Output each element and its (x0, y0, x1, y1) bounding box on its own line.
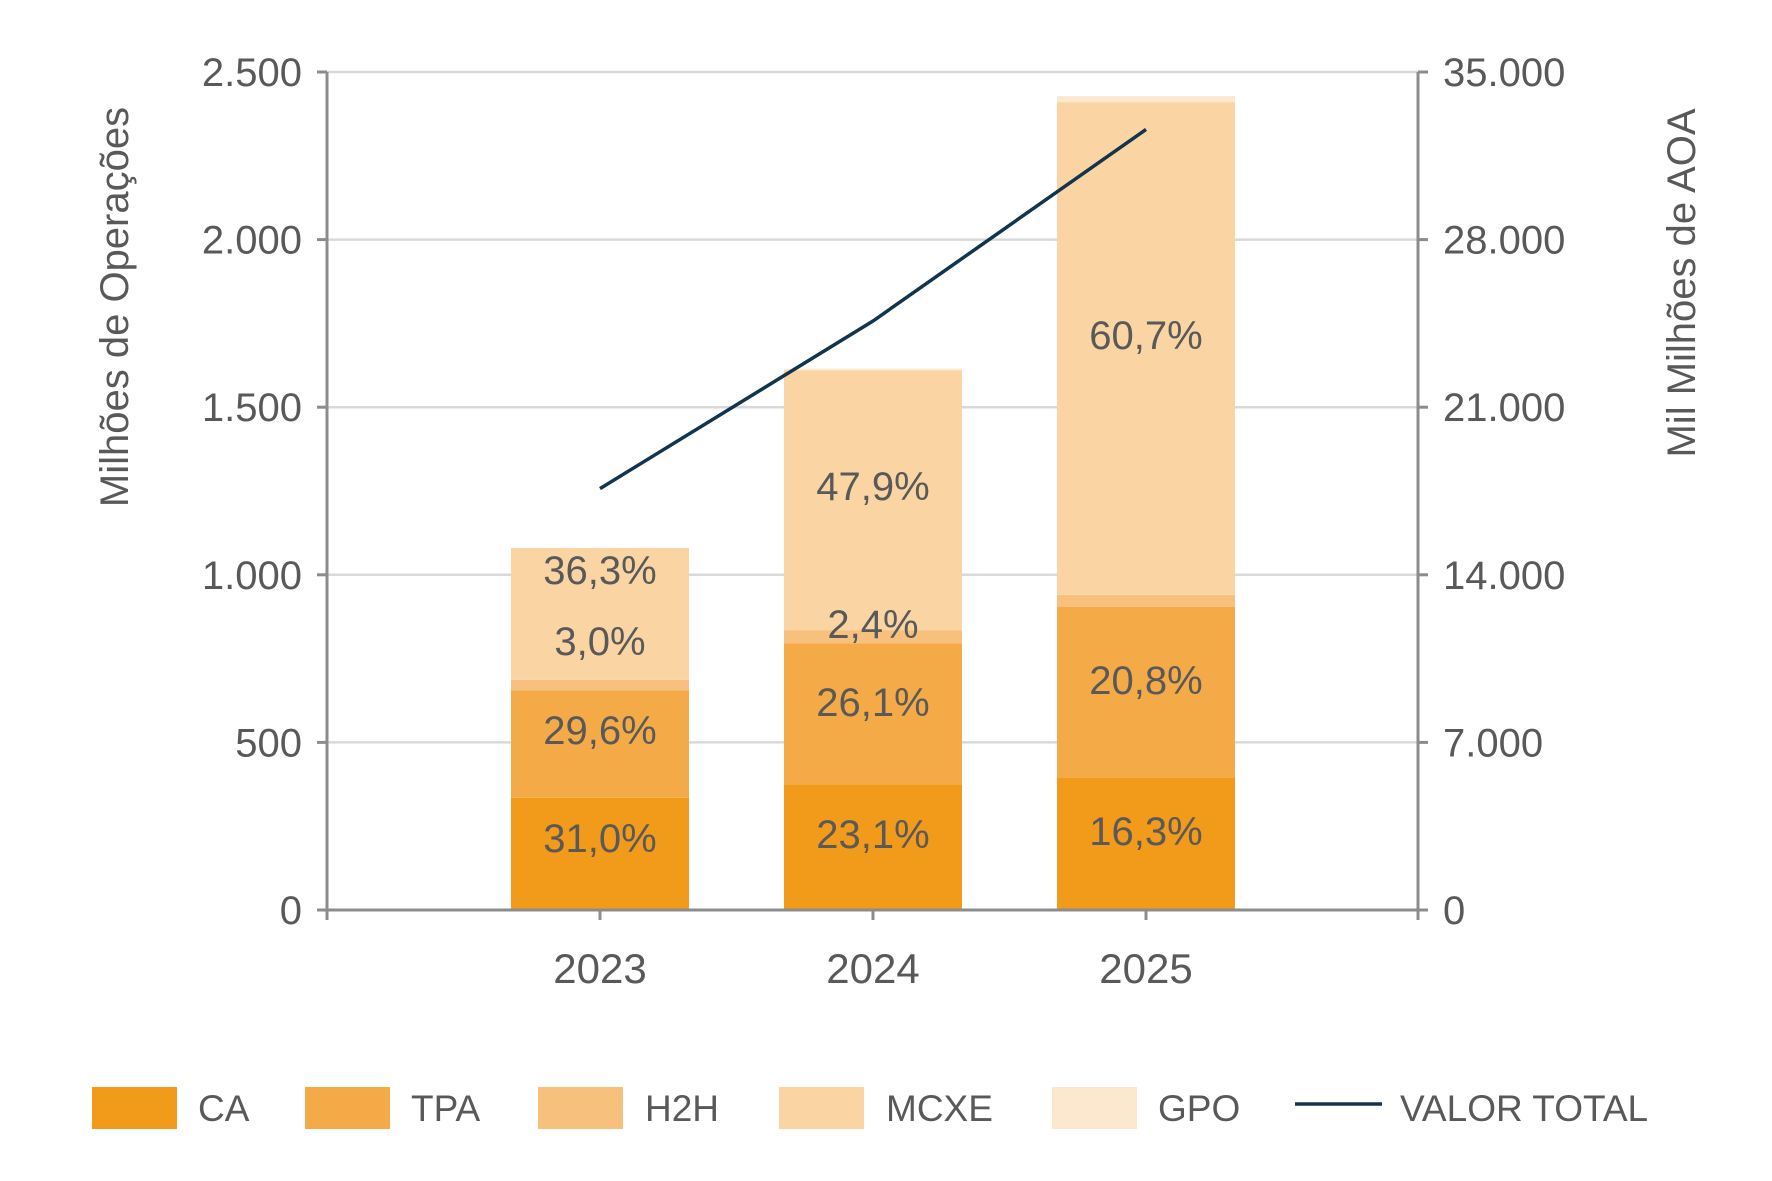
x-tick-label-2024: 2024 (826, 945, 919, 992)
y-right-ticks: 0 7.000 14.000 21.000 28.000 35.000 (1418, 51, 1565, 933)
y-right-tick-label-2: 14.000 (1443, 554, 1565, 598)
label-mcxe-2023: 36,3% (543, 549, 656, 593)
legend-swatch-tpa (305, 1087, 390, 1129)
y-right-tick-label-4: 28.000 (1443, 219, 1565, 263)
label-mcxe-2025: 60,7% (1089, 314, 1202, 358)
bar-ca-2024 (784, 784, 962, 910)
y-right-tick-label-1: 7.000 (1443, 721, 1543, 765)
bar-tpa-2024 (784, 643, 962, 785)
y-left-tick-label-0: 0 (280, 889, 302, 933)
bar-ca-2023 (511, 797, 689, 910)
y-left-tick-label-4: 2.000 (202, 219, 302, 263)
legend: CA TPA H2H MCXE GPO VALOR TOTAL (92, 1087, 1648, 1129)
legend-label-tpa: TPA (411, 1088, 481, 1129)
bar-tpa-2025 (1057, 606, 1235, 778)
label-h2h-2023: 3,0% (554, 620, 645, 664)
bar-labels: 31,0% 23,1% 16,3% 29,6% 26,1% 20,8% 3,0% 2,4% 36… (543, 314, 1202, 861)
label-ca-2023: 31,0% (543, 817, 656, 861)
x-tick-label-2023: 2023 (553, 945, 646, 992)
bar-mcxe-2025 (1057, 102, 1235, 595)
label-mcxe-2024: 47,9% (816, 465, 929, 509)
y-left-tick-label-1: 500 (235, 721, 302, 765)
y-left-title: Milhões de Operações (93, 107, 137, 507)
label-h2h-2024: 2,4% (827, 603, 918, 647)
valor-total-line (599, 128, 1148, 491)
legend-swatch-gpo (1052, 1087, 1137, 1129)
label-tpa-2024: 26,1% (816, 681, 929, 725)
y-right-title: Mil Milhões de AOA (1660, 108, 1704, 457)
bar-tpa-2023 (511, 690, 689, 798)
legend-label-ca: CA (198, 1088, 250, 1129)
bar-h2h-2025 (1057, 594, 1235, 607)
x-tick-label-2025: 2025 (1099, 945, 1192, 992)
y-right-tick-label-3: 21.000 (1443, 386, 1565, 430)
label-ca-2024: 23,1% (816, 813, 929, 857)
y-left-tick-label-2: 1.000 (202, 554, 302, 598)
legend-label-valor-total: VALOR TOTAL (1400, 1088, 1648, 1129)
bar-gpo-2024 (784, 368, 962, 371)
bar-mcxe-2024 (784, 370, 962, 631)
bar-gpo-2025 (1057, 96, 1235, 103)
label-tpa-2025: 20,8% (1089, 659, 1202, 703)
bars (511, 96, 1235, 910)
legend-label-h2h: H2H (645, 1088, 719, 1129)
y-right-tick-label-0: 0 (1443, 889, 1465, 933)
y-right-tick-label-5: 35.000 (1443, 51, 1565, 95)
legend-swatch-ca (92, 1087, 177, 1129)
y-left-tick-label-3: 1.500 (202, 386, 302, 430)
bar-ca-2025 (1057, 777, 1235, 910)
label-ca-2025: 16,3% (1089, 810, 1202, 854)
bar-h2h-2023 (511, 679, 689, 691)
label-tpa-2023: 29,6% (543, 709, 656, 753)
bar-mcxe-2023 (511, 547, 689, 680)
legend-label-mcxe: MCXE (886, 1088, 993, 1129)
axes (325, 72, 1420, 920)
y-left-tick-label-5: 2.500 (202, 51, 302, 95)
legend-swatch-mcxe (779, 1087, 864, 1129)
x-ticks: 2023 2024 2025 (553, 945, 1192, 992)
y-left-ticks: 0 500 1.000 1.500 2.000 2.500 (202, 51, 327, 933)
legend-swatch-h2h (538, 1087, 623, 1129)
bar-h2h-2024 (784, 630, 962, 644)
legend-label-gpo: GPO (1158, 1088, 1240, 1129)
